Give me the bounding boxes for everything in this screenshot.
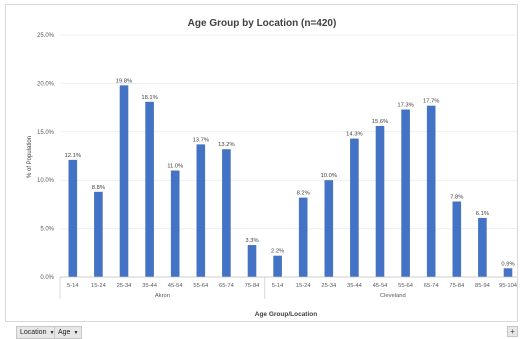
bar (478, 217, 487, 277)
x-tick-label: 75-84 (449, 283, 465, 289)
bar (350, 138, 359, 277)
pivot-field-bar: Location ▼ Age ▼ + (0, 322, 523, 339)
x-tick-label: 75-84 (245, 283, 261, 289)
bar (94, 191, 103, 277)
bar (119, 85, 129, 277)
bar (426, 105, 436, 277)
dropdown-arrow-icon: ▼ (73, 330, 79, 336)
bar (401, 109, 410, 277)
x-tick-label: 55-64 (398, 283, 414, 289)
bar (324, 180, 334, 277)
y-tick-label: 5.0% (40, 227, 54, 233)
x-axis-label: Age Group/Location (255, 311, 318, 318)
age-field-label: Age (58, 329, 71, 336)
x-tick-label: 5-14 (67, 283, 79, 289)
y-tick-label: 15.0% (37, 130, 55, 136)
x-tick-label: 15-24 (296, 283, 312, 289)
bar-chart: Age Group by Location (n=420) % of Popul… (27, 18, 518, 318)
data-label: 13.2% (218, 142, 234, 148)
bar (68, 159, 78, 277)
x-axis: 5-14 15-24 25-34 35-44 45-54 55-64 65-74 75-84 A… (59, 276, 518, 299)
y-tick-label: 20.0% (37, 81, 55, 87)
chart-title: Age Group by Location (n=420) (188, 18, 337, 29)
chart-area: Age Group by Location (n=420) % of Popul… (5, 4, 518, 322)
y-tick-label: 0.0% (40, 275, 54, 281)
data-label: 10.0% (321, 173, 337, 179)
x-tick-label: 45-54 (168, 283, 184, 289)
data-label: 11.0% (167, 164, 183, 170)
data-label: 19.8% (116, 78, 132, 84)
x-tick-label: 35-44 (347, 283, 363, 289)
bar (145, 101, 154, 278)
age-field-button[interactable]: Age ▼ (54, 326, 83, 339)
data-label: 8.2% (297, 191, 310, 197)
bar (375, 125, 385, 277)
gridlines (60, 34, 517, 229)
group-label: Cleveland (380, 293, 406, 299)
group-label: Akron (155, 293, 170, 299)
y-axis-label: % of Population (27, 136, 33, 178)
x-tick-label: 35-44 (142, 283, 158, 289)
x-tick-label: 65-74 (424, 283, 440, 289)
y-tick-label: 10.0% (37, 178, 55, 184)
bar (196, 144, 206, 277)
x-tick-label: 65-74 (219, 283, 235, 289)
x-tick-label: 95-104 (499, 283, 518, 289)
bar (170, 170, 180, 277)
y-tick-label: 25.0% (37, 33, 55, 39)
data-label: 12.1% (65, 153, 81, 159)
y-axis-ticks: 0.0% 5.0% 10.0% 15.0% 20.0% 25.0% (37, 33, 55, 281)
data-label: 17.7% (423, 99, 439, 105)
expand-icon[interactable]: + (507, 326, 518, 337)
data-label: 2.2% (271, 249, 284, 255)
location-field-label: Location (20, 329, 47, 336)
data-label: 7.8% (450, 194, 463, 200)
data-label: 17.3% (397, 103, 413, 109)
x-tick-label: 85-94 (475, 283, 491, 289)
data-label: 0.9% (501, 261, 514, 267)
data-label: 6.1% (476, 211, 489, 217)
x-tick-label: 5-14 (272, 283, 284, 289)
bar (452, 201, 462, 277)
x-tick-label: 45-54 (373, 283, 389, 289)
location-field-button[interactable]: Location ▼ (16, 326, 59, 339)
bar (503, 268, 513, 277)
x-tick-label: 25-34 (321, 283, 337, 289)
data-label: 3.3% (245, 238, 258, 244)
data-label: 8.8% (92, 185, 105, 191)
data-label: 13.7% (193, 137, 209, 143)
x-tick-label: 15-24 (91, 283, 107, 289)
bars: 12.1% 8.8% 19.8% 18.1% 11.0% 13.7% 13.2% 3.3% 2.… (65, 78, 515, 278)
data-label: 18.1% (141, 95, 157, 101)
bar (273, 255, 282, 277)
bar (247, 245, 257, 277)
data-label: 14.3% (346, 132, 362, 138)
bar (298, 197, 308, 277)
x-tick-label: 25-34 (117, 283, 133, 289)
dropdown-arrow-icon: ▼ (49, 330, 55, 336)
bar (222, 149, 231, 277)
x-tick-label: 55-64 (193, 283, 209, 289)
data-label: 15.6% (372, 119, 388, 125)
